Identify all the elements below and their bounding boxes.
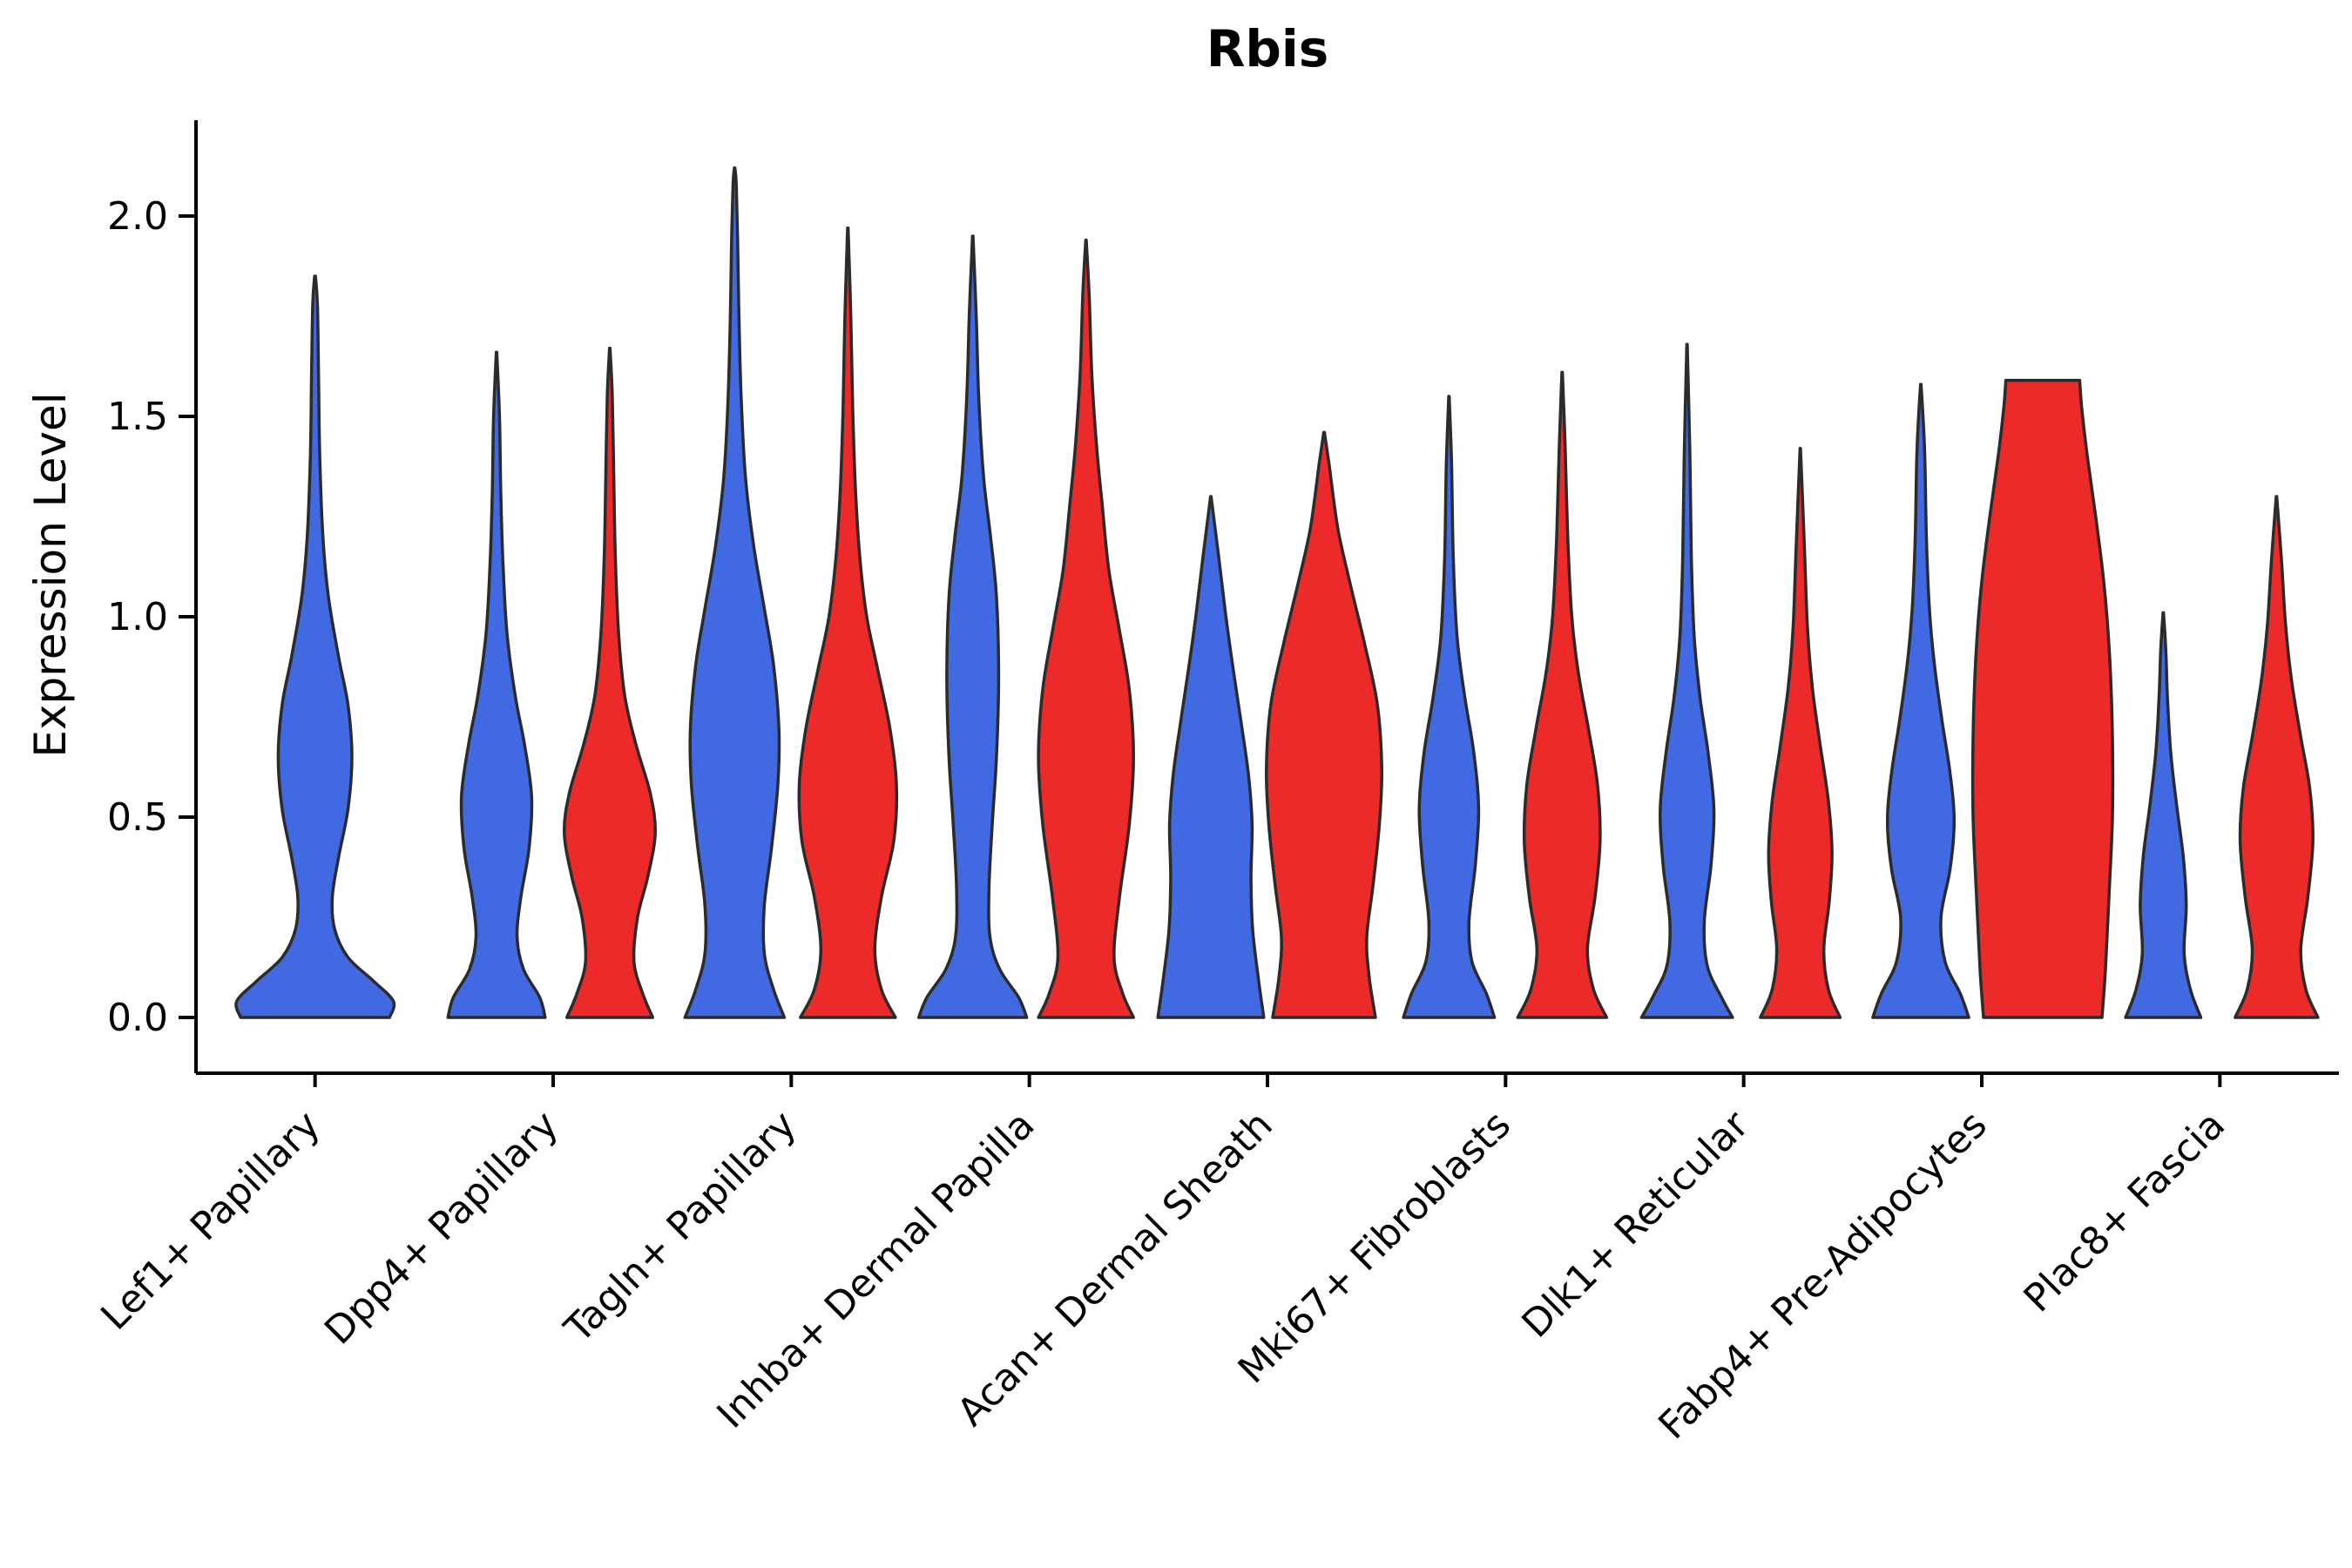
- x-tick-label: Mki67+ Fibroblasts: [1230, 1103, 1519, 1392]
- violin-blue: [1639, 342, 1734, 1019]
- violin-red: [1516, 370, 1609, 1019]
- x-tick-label: Plac8+ Fascia: [2016, 1103, 2234, 1321]
- violin-blue: [2124, 611, 2203, 1019]
- violin-blue: [916, 234, 1029, 1019]
- chart-title: Rbis: [1206, 19, 1329, 78]
- violin-blue: [1871, 382, 1970, 1019]
- violin-red: [1970, 378, 2115, 1019]
- y-tick-label: 2.0: [107, 194, 168, 239]
- violin-red: [563, 347, 657, 1019]
- y-tick-label: 0.0: [107, 996, 168, 1040]
- violin-blue: [1156, 495, 1266, 1019]
- y-tick-label: 1.0: [107, 595, 168, 639]
- violin-red: [2234, 495, 2320, 1019]
- y-tick-label: 0.5: [107, 795, 168, 840]
- violin-red: [797, 226, 899, 1019]
- violin-blue: [1402, 395, 1497, 1019]
- x-tick-label: Tagln+ Papillary: [556, 1103, 805, 1352]
- violin-red: [1759, 447, 1842, 1019]
- violin-blue: [446, 350, 547, 1019]
- y-tick-label: 1.5: [107, 395, 168, 439]
- x-tick-label: Dpp4+ Papillary: [316, 1103, 567, 1354]
- violin-blue: [234, 274, 396, 1019]
- violin-red: [1037, 238, 1135, 1019]
- violin-blue: [683, 166, 787, 1019]
- x-tick-label: Dlk1+ Reticular: [1513, 1102, 1758, 1347]
- x-tick-label: Lef1+ Papillary: [92, 1103, 328, 1339]
- violin-red: [1264, 430, 1384, 1019]
